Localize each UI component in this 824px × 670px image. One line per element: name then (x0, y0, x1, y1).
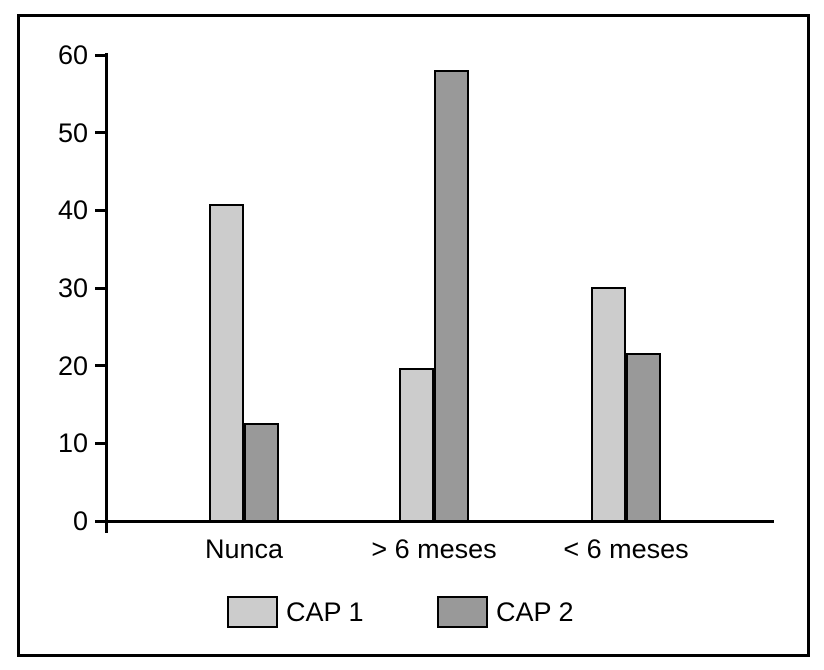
y-tick-label-60: 60 (57, 40, 88, 70)
y-tick-label-20: 20 (57, 351, 88, 381)
legend-item-cap-2: CAP 2 (437, 596, 574, 628)
bar-cap-2-6-meses (625, 353, 661, 522)
x-category-label-6-meses: > 6 meses (371, 534, 497, 564)
y-tick-mark-30 (95, 287, 105, 290)
legend-label-cap-2: CAP 2 (496, 597, 574, 627)
x-category-label-nunca: Nunca (204, 534, 284, 564)
bar-cap-1-6-meses (398, 368, 434, 522)
y-tick-label-50: 50 (57, 118, 88, 148)
legend-item-cap-1: CAP 1 (227, 596, 364, 628)
y-tick-mark-60 (95, 54, 105, 57)
bar-cap-1-nunca (208, 204, 244, 522)
x-category-label-6-meses: < 6 meses (563, 534, 689, 564)
legend-swatch-cap-2 (437, 596, 488, 628)
bar-cap-1-6-meses (590, 287, 626, 522)
y-tick-mark-0 (95, 520, 105, 523)
y-tick-mark-10 (95, 442, 105, 445)
y-tick-mark-20 (95, 364, 105, 367)
y-tick-label-0: 0 (72, 506, 88, 536)
y-tick-mark-50 (95, 131, 105, 134)
y-tick-mark-40 (95, 209, 105, 212)
bar-cap-2-6-meses (433, 70, 469, 522)
x-axis-line (105, 520, 774, 523)
y-tick-label-30: 30 (57, 273, 88, 303)
y-tick-label-40: 40 (57, 195, 88, 225)
bar-cap-2-nunca (243, 423, 279, 522)
y-tick-label-10: 10 (57, 428, 88, 458)
y-axis-line (105, 53, 108, 533)
legend-label-cap-1: CAP 1 (286, 597, 364, 627)
chart-frame (17, 14, 810, 657)
legend-swatch-cap-1 (227, 596, 278, 628)
